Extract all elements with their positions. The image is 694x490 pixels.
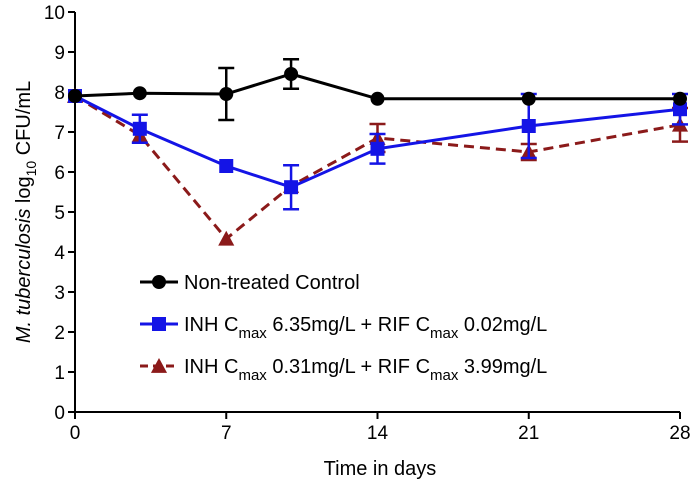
data-point	[521, 91, 536, 106]
y-axis-title-subscript: 10	[23, 161, 39, 177]
legend-label: INH Cmax 0.31mg/L + RIF Cmax 3.99mg/L	[184, 356, 547, 384]
axes: 0 1 2 3 4 5 6 7 8 9 10 0 7 14 21 28	[44, 3, 691, 444]
legend-label-subscript: max	[238, 325, 267, 342]
x-tick-label: 0	[70, 423, 81, 444]
data-point	[370, 91, 385, 106]
series-0	[68, 57, 687, 122]
legend-label-subscript: max	[430, 367, 459, 384]
series-2	[66, 87, 689, 246]
y-tick-label: 6	[54, 163, 65, 184]
legend-label-text: INH C	[184, 356, 238, 378]
y-tick-label: 2	[54, 323, 65, 344]
y-tick-label: 8	[54, 83, 65, 104]
series-line	[74, 94, 681, 241]
legend-item-2: INH Cmax 0.31mg/L + RIF Cmax 3.99mg/L	[140, 356, 547, 384]
legend-label-text: 0.31mg/L + RIF C	[267, 356, 430, 378]
legend-label-text: 3.99mg/L	[458, 356, 547, 378]
y-tick-label: 10	[44, 3, 65, 24]
y-tick-label: 4	[54, 243, 65, 264]
data-point	[673, 102, 687, 117]
legend-item-1: INH Cmax 6.35mg/L + RIF Cmax 0.02mg/L	[140, 314, 547, 342]
data-point	[521, 119, 536, 133]
legend-label: INH Cmax 6.35mg/L + RIF Cmax 0.02mg/L	[184, 314, 547, 342]
legend-label-subscript: max	[430, 325, 459, 342]
y-tick-label: 7	[54, 123, 65, 144]
legend-label-text: 0.02mg/L	[458, 314, 547, 336]
legend-label-text: Non-treated Control	[184, 272, 360, 294]
legend-label-text: 6.35mg/L + RIF C	[267, 314, 430, 336]
data-point	[370, 141, 385, 156]
y-tick-label: 1	[54, 363, 65, 384]
data-point	[132, 86, 147, 101]
legend-swatch-marker	[152, 317, 166, 331]
legend-swatch-marker	[150, 357, 168, 373]
y-axis-title: M. tuberculosis log10 CFU/mL	[13, 81, 39, 343]
x-tick-label: 7	[221, 423, 232, 444]
data-point	[218, 230, 235, 246]
x-tick-label: 28	[669, 423, 690, 444]
data-point	[673, 91, 687, 106]
legend-item-0: Non-treated Control	[140, 272, 360, 294]
x-tick-label: 14	[367, 423, 389, 444]
data-point	[284, 180, 299, 195]
series-1	[68, 89, 688, 211]
y-axis-title-prefix: log	[13, 176, 35, 208]
data-point	[219, 159, 234, 173]
data-point	[68, 89, 82, 103]
y-tick-label: 9	[54, 43, 65, 64]
y-axis-title-suffix: CFU/mL	[13, 81, 35, 161]
data-point	[284, 67, 299, 81]
x-axis-title: Time in days	[324, 458, 437, 480]
y-tick-label: 3	[54, 283, 65, 304]
y-axis-title-italic: M. tuberculosis	[13, 209, 35, 344]
x-tick-label: 21	[518, 423, 539, 444]
data-point	[219, 87, 234, 101]
legend-label: Non-treated Control	[184, 272, 360, 294]
y-tick-label: 5	[54, 203, 65, 224]
y-tick-label: 0	[54, 403, 65, 424]
legend-swatch-marker	[152, 275, 166, 289]
legend-label-text: INH C	[184, 314, 238, 336]
data-point	[132, 121, 147, 136]
legend-label-subscript: max	[238, 367, 267, 384]
series-layer	[66, 57, 689, 246]
